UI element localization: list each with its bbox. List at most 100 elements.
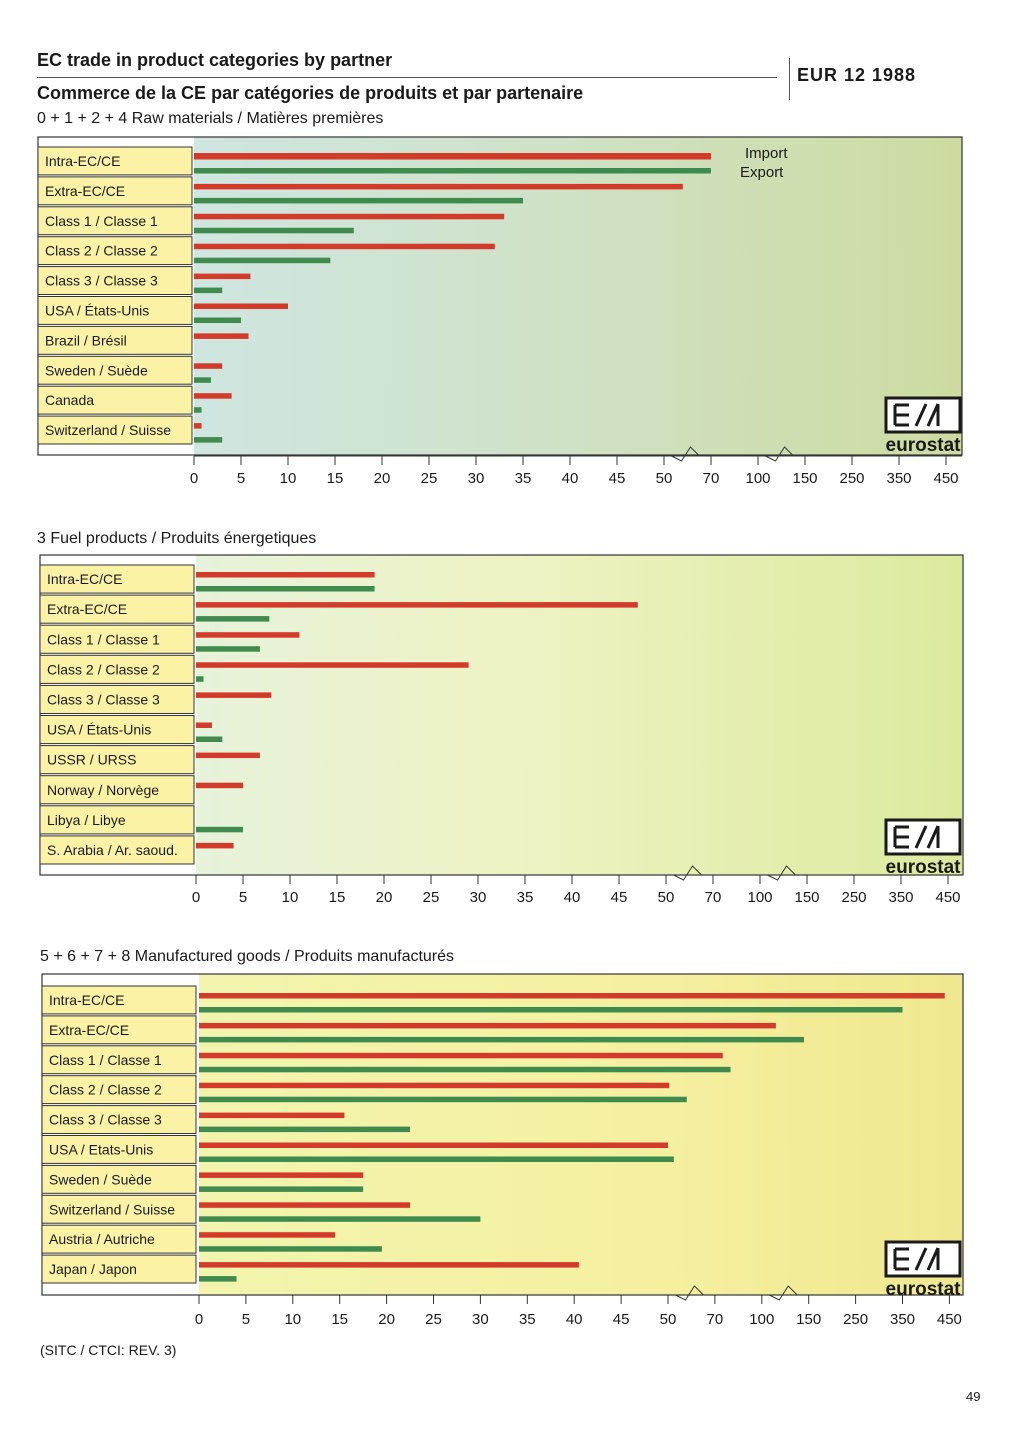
category-label-box	[41, 1194, 197, 1224]
x-tick-label: 25	[425, 1311, 442, 1328]
x-tick-label: 45	[611, 889, 628, 906]
bar-export	[199, 1276, 237, 1282]
bar-import	[199, 1022, 776, 1029]
category-label: Brazil / Brésil	[45, 332, 127, 348]
category-label-box	[39, 835, 195, 865]
chart-title-raw-materials: 0 + 1 + 2 + 4 Raw materials / Matières p…	[37, 110, 384, 127]
axis-break-mark	[767, 865, 796, 881]
bar-import	[199, 1112, 345, 1119]
x-tick-label: 250	[841, 889, 866, 906]
x-tick-label: 50	[658, 889, 675, 906]
axis-break-mark	[673, 865, 702, 881]
x-tick-label: 100	[749, 1311, 774, 1328]
bar-import	[194, 423, 202, 429]
x-tick-label: 250	[843, 1311, 868, 1328]
x-tick-label: 0	[192, 889, 200, 906]
x-tick-label: 250	[839, 470, 864, 487]
x-tick-label: 15	[329, 889, 346, 906]
category-label-box	[39, 684, 195, 715]
legend-import-label: Import	[745, 145, 788, 162]
x-tick-label: 150	[792, 470, 817, 487]
footnote: (SITC / CTCI: REV. 3)	[40, 1342, 177, 1358]
category-label-box	[37, 266, 193, 296]
x-tick-label: 450	[937, 1311, 962, 1328]
category-label-box	[39, 624, 195, 654]
category-label: Extra-EC/CE	[47, 601, 127, 617]
category-label: Intra-EC/CE	[47, 571, 122, 587]
bar-export	[194, 197, 523, 204]
x-tick-label: 45	[609, 470, 626, 487]
x-tick-label: 30	[470, 889, 487, 906]
bar-import	[196, 632, 300, 638]
category-label: Class 2 / Classe 2	[47, 661, 160, 677]
category-label: Intra-EC/CE	[49, 992, 124, 1008]
axis-break-mark	[675, 1285, 704, 1301]
category-label-box	[41, 1254, 197, 1284]
category-label: USA / États-Unis	[47, 722, 151, 738]
category-label-box	[41, 1105, 197, 1134]
bar-export	[196, 676, 204, 682]
axis-break-mark	[769, 1285, 798, 1301]
bar-export	[194, 257, 331, 264]
bar-export	[199, 1216, 481, 1222]
region-year-label: EUR 12 1988	[797, 65, 917, 85]
bar-import	[196, 782, 243, 789]
category-label-box	[41, 1135, 197, 1164]
bar-import	[194, 393, 232, 399]
bar-import	[196, 662, 469, 668]
bar-import	[196, 572, 375, 578]
bar-import	[194, 243, 495, 250]
bar-export	[194, 437, 223, 443]
category-label-box	[41, 1015, 197, 1045]
x-tick-label: 50	[656, 470, 673, 487]
x-tick-label: 350	[886, 470, 911, 487]
main-title-en: EC trade in product categories by partne…	[37, 50, 393, 70]
x-tick-label: 20	[376, 889, 393, 906]
bar-import	[196, 752, 260, 759]
category-label-box	[37, 296, 193, 325]
bar-export	[196, 826, 243, 833]
x-tick-label: 10	[284, 1311, 301, 1328]
category-label-box	[39, 594, 195, 624]
category-label-box	[39, 775, 195, 805]
eurostat-logo-text: eurostat	[886, 857, 962, 878]
x-tick-label: 35	[519, 1311, 536, 1328]
category-label: Class 3 / Classe 3	[45, 273, 158, 289]
bar-import	[199, 1262, 579, 1268]
plot-area	[196, 555, 963, 875]
category-label: Norway / Norvège	[47, 782, 159, 798]
eurostat-logo-text: eurostat	[886, 1279, 962, 1300]
chart-frame	[37, 136, 963, 456]
category-label: USA / États-Unis	[45, 302, 149, 318]
legend-export-label: Export	[740, 164, 784, 181]
category-label: Class 1 / Classe 1	[45, 213, 158, 229]
bar-import	[199, 1172, 364, 1178]
category-label: Switzerland / Suisse	[45, 422, 171, 438]
x-tick-label: 0	[190, 470, 198, 487]
bar-export	[199, 1186, 364, 1192]
category-label: USSR / URSS	[47, 752, 136, 768]
bar-export	[194, 168, 711, 174]
x-tick-label: 5	[242, 1311, 250, 1328]
x-tick-label: 70	[703, 470, 720, 487]
x-tick-label: 100	[747, 889, 772, 906]
bar-export	[199, 1066, 731, 1073]
category-label: USA / Etats-Unis	[49, 1141, 153, 1157]
bar-export	[196, 616, 270, 622]
x-tick-label: 30	[468, 470, 485, 487]
x-tick-label: 30	[472, 1311, 489, 1328]
bar-import	[194, 363, 223, 369]
category-label: Class 1 / Classe 1	[47, 631, 160, 647]
bar-import	[199, 993, 945, 999]
category-label-box	[39, 654, 195, 684]
bar-export	[199, 1246, 382, 1252]
category-label-box	[41, 985, 197, 1015]
main-title-fr: Commerce de la CE par catégories de prod…	[37, 83, 584, 103]
category-label: Sweden / Suède	[45, 362, 148, 378]
x-tick-label: 70	[707, 1311, 724, 1328]
bar-import	[199, 1082, 670, 1089]
category-label: Canada	[45, 392, 94, 408]
category-label-box	[39, 564, 195, 594]
category-label: Japan / Japon	[49, 1261, 137, 1277]
